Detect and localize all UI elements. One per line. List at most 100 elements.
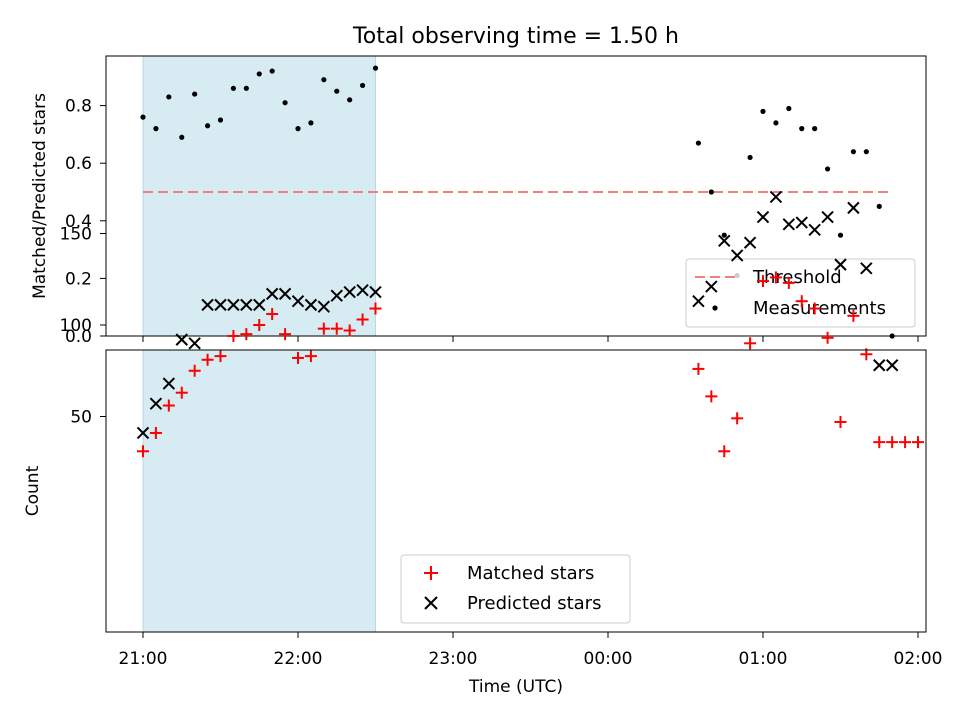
- bottom-axes-frame: [105, 349, 927, 633]
- matched-star-point: [356, 313, 369, 326]
- measurement-point: [166, 94, 172, 100]
- matched-stars-points: [137, 271, 924, 458]
- predicted-star-point: [175, 333, 188, 346]
- matched-star-point: [292, 351, 304, 364]
- x-tick-label: 01:00: [739, 649, 788, 669]
- legend-matched-label: Matched stars: [467, 563, 594, 584]
- x-tick-label: 21:00: [119, 649, 168, 669]
- measurement-point: [850, 149, 857, 155]
- matched-star-point: [175, 386, 188, 399]
- legend-predicted-label: Predicted stars: [467, 593, 601, 614]
- matched-star-point: [330, 322, 343, 335]
- predicted-stars-points: [136, 190, 899, 440]
- measurement-point: [799, 126, 805, 132]
- legend-measurements-swatch: [712, 305, 718, 311]
- bottom-y-tick-label: 100: [60, 316, 92, 336]
- matched-star-point: [317, 322, 330, 335]
- predicted-star-point: [214, 298, 227, 312]
- matched-star-point: [873, 436, 886, 449]
- matched-star-point: [692, 362, 705, 375]
- x-tick-label: 22:00: [274, 649, 323, 669]
- predicted-star-point: [743, 236, 757, 249]
- measurement-point: [760, 108, 766, 114]
- measurement-point: [876, 203, 882, 209]
- measurement-point: [837, 232, 844, 238]
- legend-predicted-swatch: [424, 596, 438, 610]
- x-tick-label: 02:00: [894, 649, 943, 669]
- predicted-star-point: [240, 298, 253, 312]
- matched-star-point: [718, 445, 731, 458]
- predicted-star-point: [253, 298, 266, 312]
- top-y-tick-label: 0.0: [65, 327, 92, 347]
- measurement-point: [179, 134, 185, 140]
- predicted-star-point: [860, 262, 873, 275]
- matched-star-point: [821, 331, 834, 344]
- measurement-point: [812, 126, 818, 132]
- predicted-star-point: [821, 210, 834, 224]
- matched-star-point: [782, 276, 795, 289]
- predicted-star-point: [756, 210, 770, 224]
- predicted-star-point: [718, 234, 731, 248]
- top-y-tick-label: 0.8: [65, 97, 92, 117]
- top-legend-box: [685, 258, 916, 328]
- predicted-star-point: [149, 397, 163, 410]
- measurement-point: [347, 97, 353, 103]
- bottom-y-axis-label: Count: [23, 465, 43, 516]
- measurement-point: [192, 91, 198, 97]
- matched-star-point: [705, 390, 718, 403]
- matched-star-point: [769, 271, 782, 284]
- measurement-point: [321, 77, 327, 83]
- measurement-point: [747, 154, 753, 161]
- predicted-star-point: [201, 298, 214, 312]
- matched-star-point: [137, 445, 149, 458]
- top-y-axis-label: Matched/Predicted stars: [30, 93, 50, 299]
- matched-star-point: [847, 309, 860, 322]
- measurement-point: [824, 166, 831, 172]
- predicted-star-point: [808, 223, 821, 237]
- predicted-star-point: [162, 377, 176, 390]
- matched-star-point: [253, 319, 266, 331]
- predicted-star-point: [369, 285, 382, 299]
- measurement-point: [695, 140, 702, 146]
- predicted-star-point: [834, 258, 847, 271]
- matched-star-point: [266, 308, 279, 321]
- measurement-point: [269, 68, 275, 74]
- bottom-x-ticks: 21:00 22:00 23:00 00:00 01:00 02:00: [119, 632, 943, 669]
- predicted-star-point: [188, 337, 201, 350]
- matched-star-point: [886, 436, 899, 449]
- matched-star-point: [343, 324, 356, 337]
- predicted-star-point: [278, 287, 292, 301]
- measurement-point: [295, 126, 301, 132]
- x-tick-label: 23:00: [429, 649, 478, 669]
- predicted-star-point: [885, 359, 899, 372]
- measurement-point: [256, 71, 262, 77]
- bottom-legend-box: [400, 554, 631, 624]
- predicted-star-point: [692, 295, 705, 308]
- measurement-point: [140, 114, 146, 120]
- matched-star-point: [744, 337, 757, 350]
- predicted-star-point: [343, 285, 356, 299]
- top-shaded-span: [142, 55, 376, 337]
- top-y-ticks: 0.0 0.2 0.4 0.6 0.8: [65, 97, 106, 347]
- predicted-star-point: [730, 249, 744, 262]
- matched-star-point: [808, 302, 821, 315]
- matched-star-point: [369, 302, 382, 315]
- measurement-point: [334, 88, 340, 94]
- predicted-star-point: [705, 280, 718, 293]
- measurement-point: [243, 85, 249, 91]
- matched-star-point: [227, 329, 240, 342]
- matched-star-point: [834, 415, 847, 428]
- matched-star-point: [240, 328, 253, 341]
- predicted-star-point: [795, 216, 808, 229]
- matched-star-point: [162, 399, 175, 412]
- matched-star-point: [279, 328, 292, 341]
- top-y-tick-label: 0.4: [65, 212, 92, 232]
- predicted-star-point: [873, 359, 886, 372]
- bottom-y-ticks: 50 100 150: [60, 225, 106, 428]
- measurement-point: [308, 120, 314, 126]
- measurement-point: [204, 123, 211, 129]
- matched-star-point: [149, 426, 162, 439]
- predicted-star-point: [769, 190, 783, 204]
- predicted-star-point: [356, 284, 369, 297]
- figure-title: Total observing time = 1.50 h: [352, 24, 679, 49]
